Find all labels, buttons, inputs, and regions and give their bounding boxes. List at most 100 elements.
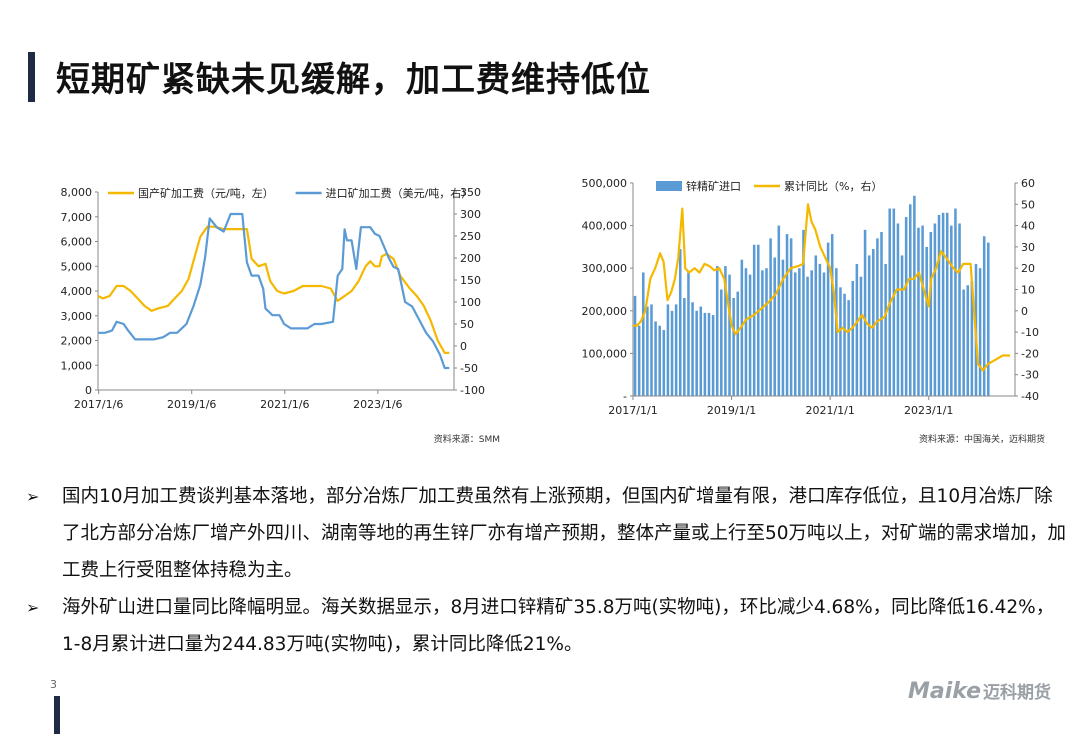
- y-left-tick-label: 300,000: [582, 262, 628, 275]
- bar: [892, 208, 896, 396]
- bar: [646, 306, 649, 396]
- page-number: 3: [50, 678, 57, 691]
- y-left-tick-label: 500,000: [582, 177, 628, 190]
- y-right-tick-label: -30: [1021, 369, 1039, 382]
- x-tick-label: 2023/1/1: [904, 404, 953, 417]
- bar: [720, 289, 723, 396]
- bullet-text: 国内10月加工费谈判基本落地，部分冶炼厂加工费虽然有上涨预期，但国内矿增量有限，…: [62, 486, 1067, 581]
- bar: [757, 244, 760, 396]
- x-tick-label: 2021/1/1: [805, 404, 854, 417]
- bar: [876, 238, 879, 396]
- bar: [773, 257, 776, 396]
- bar: [678, 249, 682, 396]
- y-left-tick-label: 400,000: [582, 220, 628, 233]
- bar: [978, 268, 982, 396]
- bar: [933, 223, 937, 396]
- bar: [937, 214, 941, 396]
- logo-text: Maike: [908, 679, 982, 704]
- bar: [711, 315, 715, 396]
- bar: [966, 285, 970, 396]
- bar: [658, 325, 661, 396]
- y-left-tick-label: 200,000: [582, 305, 628, 318]
- legend-label: 进口矿加工费（美元/吨，右）: [326, 186, 473, 200]
- company-logo: Maike 迈科期货: [908, 678, 1051, 704]
- bar: [941, 212, 945, 396]
- bar: [929, 231, 933, 396]
- y-left-tick-label: 2,000: [61, 335, 93, 348]
- bar: [728, 274, 731, 396]
- y-right-tick-label: 40: [1021, 220, 1035, 233]
- bar: [855, 263, 859, 396]
- bar: [670, 310, 674, 396]
- bar: [900, 255, 904, 396]
- x-tick-label: 2017/1/6: [74, 398, 123, 411]
- y-right-tick-label: -100: [460, 384, 485, 397]
- bar: [793, 272, 797, 396]
- bar: [683, 298, 686, 396]
- bar: [650, 304, 653, 396]
- bar: [925, 246, 928, 396]
- y-right-tick-label: -20: [1021, 347, 1039, 360]
- bar: [814, 255, 818, 396]
- bar: [637, 325, 641, 396]
- bar: [982, 236, 986, 396]
- legend-bar-swatch: [656, 181, 682, 191]
- y-right-tick-label: 150: [460, 274, 481, 287]
- y-left-tick-label: 6,000: [61, 236, 93, 249]
- x-tick-label: 2023/1/6: [353, 398, 402, 411]
- y-right-tick-label: 10: [1021, 284, 1035, 297]
- bar: [687, 272, 690, 396]
- bar: [789, 238, 793, 396]
- bar: [896, 223, 900, 396]
- bar: [830, 234, 834, 396]
- bar: [917, 227, 920, 396]
- bar: [798, 268, 801, 396]
- bar: [921, 225, 924, 396]
- bar: [695, 310, 698, 396]
- bar: [839, 287, 842, 396]
- bar: [822, 272, 826, 396]
- bar: [987, 242, 990, 396]
- bar: [847, 300, 850, 396]
- bar: [781, 259, 785, 396]
- bar: [843, 293, 846, 396]
- bullet-item: ➢ 海外矿山进口量同比降幅明显。海关数据显示，8月进口锌精矿35.8万吨(实物吨…: [26, 589, 1071, 663]
- bar: [691, 302, 694, 396]
- bar: [666, 304, 670, 396]
- bar: [913, 195, 916, 396]
- bullet-list: ➢ 国内10月加工费谈判基本落地，部分冶炼厂加工费虽然有上涨预期，但国内矿增量有…: [26, 478, 1071, 663]
- bullet-text: 海外矿山进口量同比降幅明显。海关数据显示，8月进口锌精矿35.8万吨(实物吨)，…: [62, 597, 1055, 655]
- y-right-tick-label: 300: [460, 208, 481, 221]
- bar: [863, 229, 867, 396]
- y-left-tick-label: 0: [85, 384, 92, 397]
- y-right-tick-label: 20: [1021, 262, 1035, 275]
- y-right-tick-label: -10: [1021, 326, 1039, 339]
- x-tick-label: 2017/1/1: [608, 404, 657, 417]
- slide-title: 短期矿紧缺未见缓解，加工费维持低位: [56, 60, 651, 100]
- bar: [744, 268, 748, 396]
- bar: [765, 268, 768, 396]
- bar: [732, 298, 735, 396]
- bar: [707, 312, 711, 396]
- bar: [884, 263, 887, 396]
- bar: [810, 270, 813, 396]
- bar: [908, 204, 912, 396]
- y-right-tick-label: 200: [460, 252, 481, 265]
- y-left-tick-label: 1,000: [61, 359, 93, 372]
- title-accent-bar: [28, 52, 35, 102]
- bottom-accent-bar: [54, 696, 60, 734]
- legend-label: 锌精矿进口: [686, 179, 741, 193]
- legend-label: 国产矿加工费（元/吨，左）: [138, 186, 274, 200]
- bar: [662, 329, 666, 396]
- y-right-tick-label: 60: [1021, 177, 1035, 190]
- chart-source: 资料来源：SMM: [434, 433, 500, 445]
- bar: [851, 280, 855, 396]
- bullet-item: ➢ 国内10月加工费谈判基本落地，部分冶炼厂加工费虽然有上涨预期，但国内矿增量有…: [26, 478, 1071, 589]
- y-left-tick-label: 3,000: [61, 310, 93, 323]
- chart-source: 资料来源：中国海关，迈科期货: [919, 433, 1045, 445]
- bar: [785, 234, 789, 396]
- bar: [970, 280, 974, 396]
- y-right-tick-label: 350: [460, 186, 481, 199]
- bar: [945, 212, 949, 396]
- bar: [859, 276, 863, 396]
